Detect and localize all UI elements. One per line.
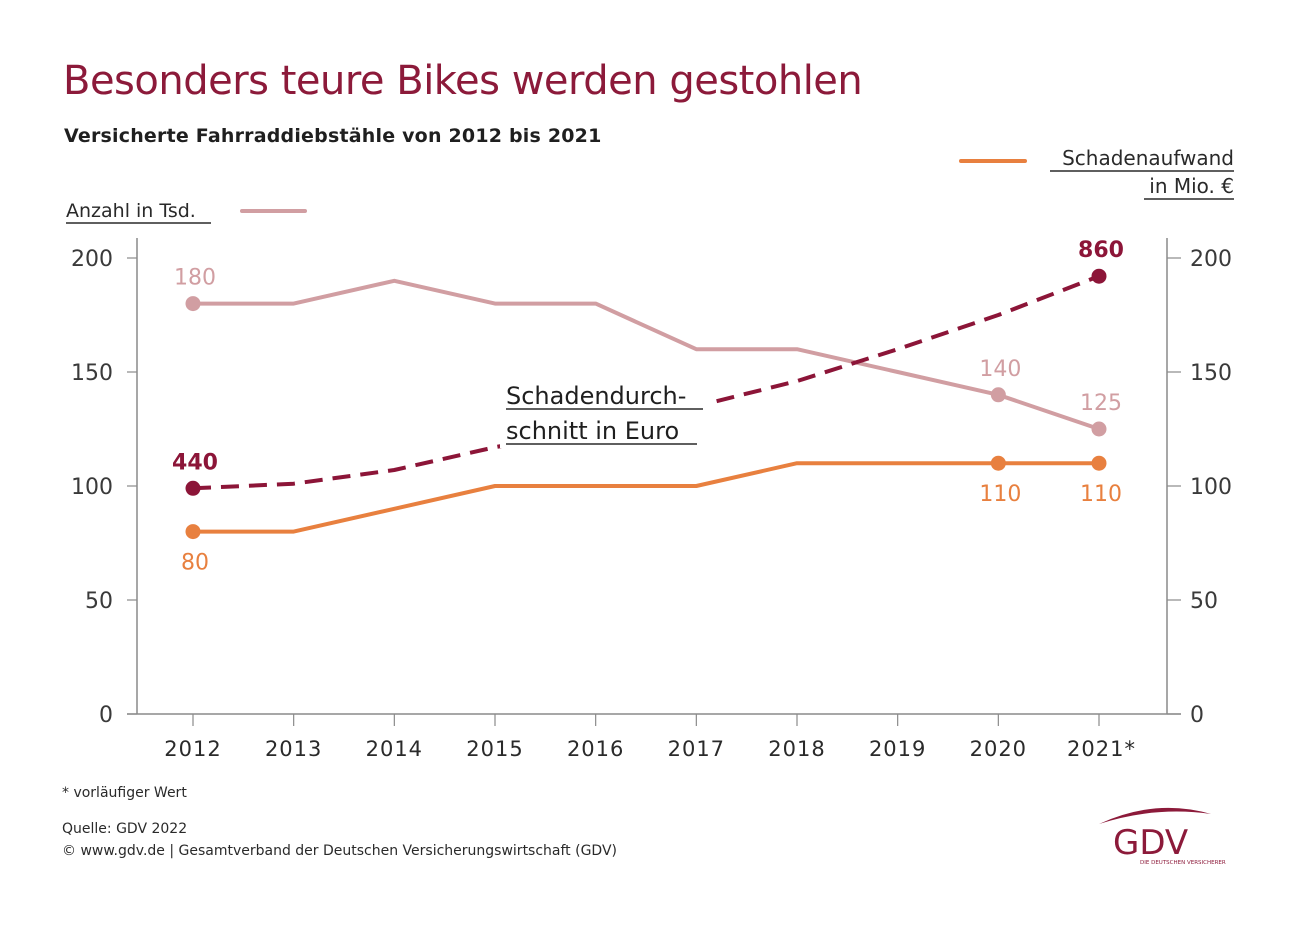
legend-schadenaufwand: Schadenaufwand in Mio. € — [959, 146, 1234, 200]
logo-arc-icon — [1099, 807, 1211, 824]
x-tick-label: 2015 — [466, 737, 523, 761]
x-tick-label: 2016 — [567, 737, 624, 761]
x-tick-label: 2020 — [970, 737, 1027, 761]
legend-anzahl: Anzahl in Tsd. — [66, 200, 307, 224]
logo-text: GDV — [1113, 823, 1188, 863]
data-point-schadenaufwand — [185, 524, 201, 540]
legend-label-schadendurchschnitt-line2: schnitt in Euro — [506, 417, 679, 445]
x-tick-label: 2014 — [366, 737, 423, 761]
y-tick-label-left: 200 — [71, 247, 113, 272]
data-label-schadendurchschnitt: 440 — [172, 450, 218, 475]
data-point-schadenaufwand — [990, 455, 1006, 471]
data-label-schadenaufwand: 110 — [979, 482, 1021, 507]
data-label-anzahl: 180 — [174, 266, 216, 291]
series-line-schadenaufwand — [193, 461, 1099, 534]
y-tick-label-right: 50 — [1190, 589, 1218, 614]
data-label-anzahl: 125 — [1080, 391, 1122, 416]
data-label-anzahl: 140 — [979, 357, 1021, 382]
data-label-schadenaufwand: 110 — [1080, 482, 1122, 507]
chart-subtitle: Versicherte Fahrraddiebstähle von 2012 b… — [64, 125, 602, 147]
legend-label-schadenaufwand-line1: Schadenaufwand — [1062, 146, 1234, 170]
y-tick-label-right: 200 — [1190, 247, 1232, 272]
data-point-schadendurchschnitt — [185, 480, 201, 496]
data-point-anzahl — [1091, 421, 1107, 437]
y-tick-label-left: 100 — [71, 475, 113, 500]
x-tick-label: 2021* — [1067, 737, 1136, 761]
footnote-preliminary: * vorläufiger Wert — [62, 785, 187, 801]
data-label-schadendurchschnitt: 860 — [1078, 238, 1124, 263]
logo-tagline: DIE DEUTSCHEN VERSICHERER — [1140, 860, 1226, 866]
y-tick-label-left: 50 — [85, 589, 113, 614]
series-line-anzahl — [193, 278, 1100, 431]
data-label-schadenaufwand: 80 — [181, 551, 209, 576]
x-tick-label: 2013 — [265, 737, 322, 761]
data-point-schadenaufwand — [1091, 455, 1107, 471]
axes: 0 50 100 150 200 0 50 100 150 200 2012 2013 2014 2015… — [71, 238, 1232, 761]
x-tick-label: 2019 — [869, 737, 926, 761]
legend-schadendurchschnitt: Schadendurch- schnitt in Euro — [500, 378, 710, 448]
x-tick-label: 2018 — [768, 737, 825, 761]
data-point-schadendurchschnitt — [1091, 268, 1107, 284]
y-tick-label-right: 150 — [1190, 361, 1232, 386]
copyright-text: © www.gdv.de | Gesamtverband der Deutsch… — [62, 843, 618, 859]
y-tick-label-right: 100 — [1190, 475, 1232, 500]
legend-label-schadenaufwand-line2: in Mio. € — [1149, 174, 1234, 198]
legend-label-schadendurchschnitt-line1: Schadendurch- — [506, 382, 686, 410]
y-tick-label-left: 150 — [71, 361, 113, 386]
y-tick-label-right: 0 — [1190, 703, 1204, 728]
x-tick-label: 2012 — [164, 737, 221, 761]
data-point-anzahl — [185, 296, 201, 312]
y-tick-label-left: 0 — [99, 703, 113, 728]
gdv-logo: GDV DIE DEUTSCHEN VERSICHERER — [1099, 807, 1226, 866]
data-labels: 180 140 125 80 110 110 440 860 — [172, 238, 1124, 575]
x-tick-label: 2017 — [668, 737, 725, 761]
legend-label-anzahl: Anzahl in Tsd. — [66, 200, 196, 222]
source-text: Quelle: GDV 2022 — [62, 821, 188, 837]
chart-title: Besonders teure Bikes werden gestohlen — [63, 58, 863, 104]
data-point-anzahl — [990, 387, 1006, 403]
